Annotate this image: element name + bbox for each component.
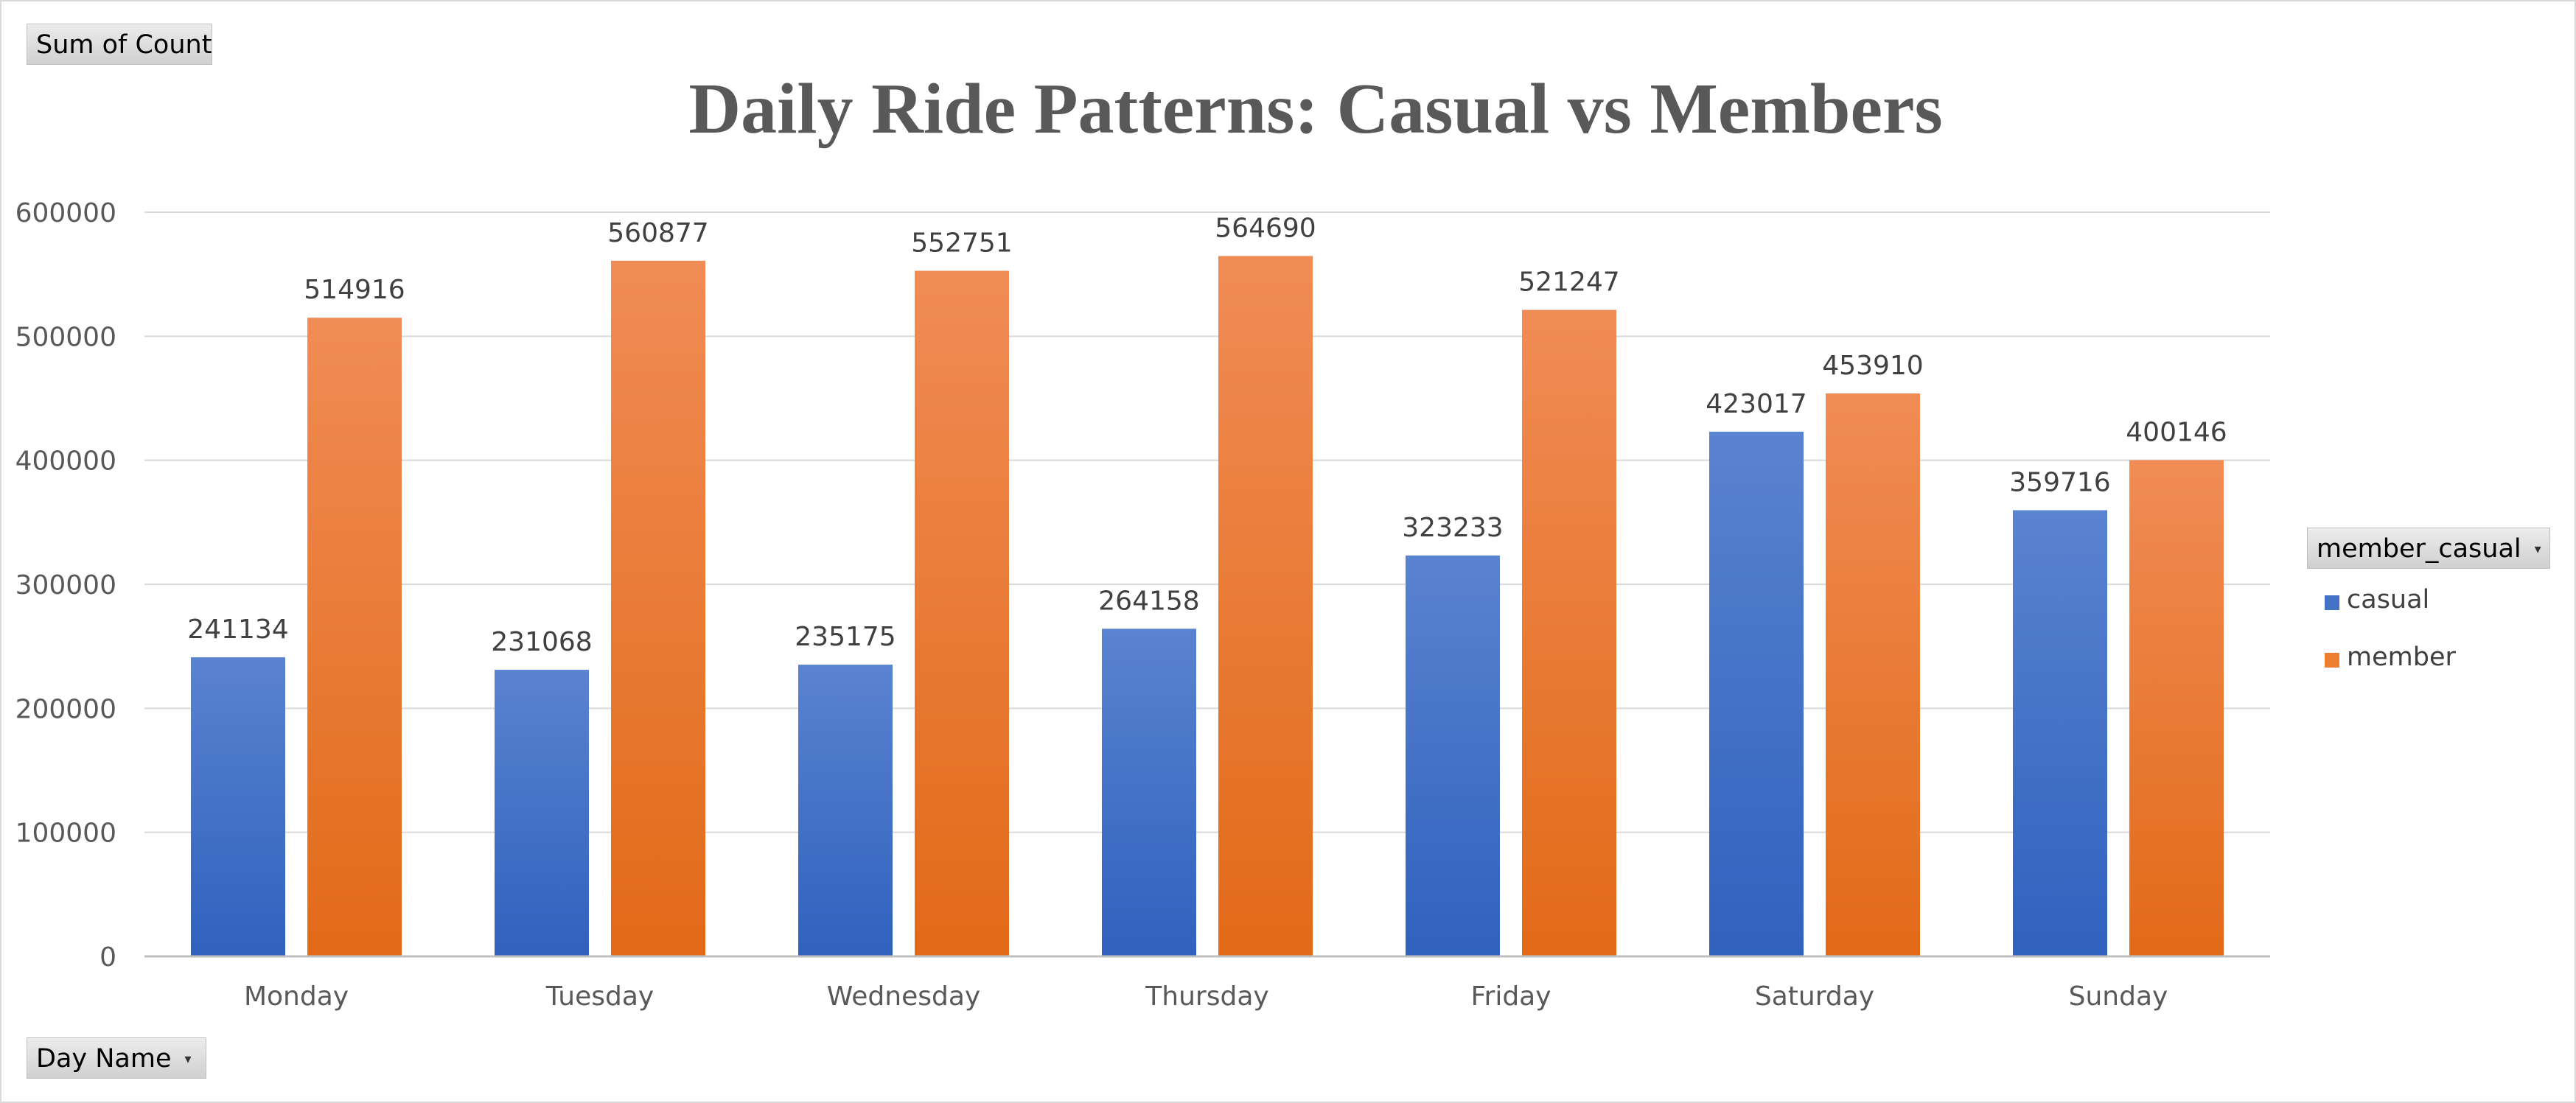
bar-member-wednesday[interactable] <box>915 270 1009 956</box>
bar-member-saturday[interactable] <box>1826 393 1920 956</box>
y-tick-label: 500000 <box>15 322 116 352</box>
data-labels: 241134 514916 231068 560877 235175 552751 2641… <box>187 213 2227 657</box>
data-label-member-sunday: 400146 <box>2126 417 2227 447</box>
x-tick-label: Friday <box>1470 981 1551 1012</box>
y-tick-label: 400000 <box>15 447 116 477</box>
data-label-casual-saturday: 423017 <box>1706 389 1807 419</box>
y-tick-label: 200000 <box>15 694 116 724</box>
data-label-member-wednesday: 552751 <box>911 228 1012 259</box>
bar-member-tuesday[interactable] <box>611 260 705 956</box>
bar-casual-saturday[interactable] <box>1709 431 1804 956</box>
x-tick-label: Tuesday <box>545 981 654 1012</box>
legend-swatch-member <box>2325 653 2339 668</box>
axis-field-label: Day Name <box>36 1044 172 1074</box>
data-label-member-friday: 521247 <box>1518 267 1619 298</box>
x-tick-label: Wednesday <box>827 981 980 1012</box>
bar-member-thursday[interactable] <box>1218 256 1313 957</box>
bar-casual-friday[interactable] <box>1406 555 1500 956</box>
chevron-down-icon: ▾ <box>2534 542 2541 557</box>
chevron-down-icon: ▾ <box>184 1051 192 1067</box>
legend-field-button[interactable]: member_casual ▾ <box>2307 528 2550 569</box>
chart-title: Daily Ride Patterns: Casual vs Members <box>688 69 1942 149</box>
data-label-casual-tuesday: 231068 <box>491 627 592 657</box>
axis-field-button[interactable]: Day Name ▾ <box>27 1037 206 1079</box>
x-axis: Monday Tuesday Wednesday Thursday Friday Satu… <box>144 955 2270 1012</box>
bar-casual-wednesday[interactable] <box>798 665 893 956</box>
legend-swatch-casual <box>2325 595 2339 610</box>
gridlines <box>144 211 2270 957</box>
bar-member-sunday[interactable] <box>2129 460 2224 956</box>
x-tick-label: Thursday <box>1145 981 1268 1012</box>
y-tick-label: 300000 <box>15 570 116 600</box>
legend-item-casual[interactable]: casual <box>2307 575 2550 632</box>
values-field-label: Sum of Count <box>36 30 212 60</box>
data-label-casual-wednesday: 235175 <box>795 622 896 652</box>
x-tick-label: Sunday <box>2069 981 2168 1012</box>
data-label-casual-friday: 323233 <box>1402 513 1503 543</box>
data-label-casual-thursday: 264158 <box>1098 586 1199 616</box>
x-tick-label: Monday <box>244 981 349 1012</box>
bar-casual-tuesday[interactable] <box>495 670 589 956</box>
legend-field-label: member_casual <box>2317 534 2521 564</box>
values-field-button[interactable]: Sum of Count <box>27 24 212 65</box>
bar-casual-thursday[interactable] <box>1102 628 1196 956</box>
bars <box>191 256 2224 957</box>
y-tick-label: 100000 <box>15 819 116 849</box>
y-tick-label: 0 <box>100 942 116 973</box>
bar-casual-monday[interactable] <box>191 657 285 956</box>
bar-member-monday[interactable] <box>307 318 402 956</box>
legend: casual member <box>2307 575 2550 690</box>
legend-item-member[interactable]: member <box>2307 632 2550 690</box>
legend-label-casual: casual <box>2347 585 2430 614</box>
data-label-casual-sunday: 359716 <box>2009 467 2110 497</box>
data-label-member-tuesday: 560877 <box>607 218 708 248</box>
legend-label-member: member <box>2347 642 2456 672</box>
data-label-casual-monday: 241134 <box>187 614 288 645</box>
data-label-member-saturday: 453910 <box>1822 351 1923 381</box>
data-label-member-thursday: 564690 <box>1215 213 1316 243</box>
bar-casual-sunday[interactable] <box>2013 510 2107 956</box>
y-tick-label: 600000 <box>15 198 116 228</box>
bar-member-friday[interactable] <box>1522 309 1616 957</box>
x-tick-label: Saturday <box>1755 981 1874 1012</box>
y-axis: 0 100000 200000 300000 400000 500000 600000 <box>15 198 116 973</box>
data-label-member-monday: 514916 <box>304 275 405 305</box>
